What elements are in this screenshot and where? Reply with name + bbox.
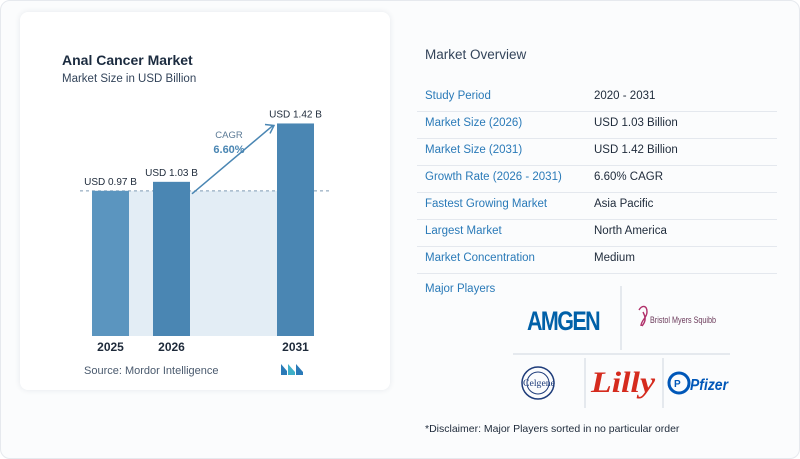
overview-row-growth-rate: Growth Rate (2026 - 2031) 6.60% CAGR — [417, 166, 777, 193]
cagr-label: CAGR — [215, 130, 243, 141]
major-players-logos: AMGEN Bristol Myers Squibb Celgene Lilly… — [513, 286, 730, 408]
major-players-title: Major Players — [425, 283, 496, 295]
pfizer-logo: P Pfizer — [667, 371, 729, 395]
overview-value: 2020 - 2031 — [594, 90, 656, 102]
bar-2026 — [153, 181, 190, 336]
source-text: Source: Mordor Intelligence — [84, 365, 219, 377]
overview-label: Study Period — [425, 90, 491, 102]
lilly-logo: Lilly — [590, 366, 656, 399]
bar-chart: USD 0.97 B 2025 USD 1.03 B 2026 USD 1.42 B 20… — [80, 109, 330, 354]
overview-value: Medium — [594, 252, 635, 264]
overview-label: Market Size (2026) — [425, 117, 523, 129]
overview-value: North America — [594, 225, 667, 237]
category-label-2026: 2026 — [158, 340, 185, 354]
chart-title: Anal Cancer Market — [62, 52, 193, 68]
overview-row-market-concentration: Market Concentration Medium — [417, 247, 777, 274]
overview-row-largest-market: Largest Market North America — [417, 220, 777, 247]
overview-label: Growth Rate (2026 - 2031) — [425, 171, 562, 183]
svg-text:AMGEN: AMGEN — [527, 306, 599, 336]
overview-value: USD 1.03 Billion — [594, 117, 678, 129]
cagr-arrow-head-icon — [264, 123, 276, 134]
category-label-2025: 2025 — [97, 340, 124, 354]
bar-value-label-2026: USD 1.03 B — [145, 168, 198, 179]
overview-row-market-size-2026: Market Size (2026) USD 1.03 Billion — [417, 112, 777, 139]
bar-value-label-2031: USD 1.42 B — [269, 109, 322, 120]
market-overview-title: Market Overview — [425, 47, 527, 62]
cagr-value: 6.60% — [213, 144, 244, 156]
overview-value: Asia Pacific — [594, 198, 654, 210]
overview-row-fastest-growing-market: Fastest Growing Market Asia Pacific — [417, 193, 777, 220]
overview-row-market-size-2031: Market Size (2031) USD 1.42 Billion — [417, 139, 777, 166]
bar-value-label-2025: USD 0.97 B — [84, 177, 137, 188]
svg-text:Celgene: Celgene — [523, 378, 555, 388]
bar-2031 — [277, 123, 314, 336]
disclaimer-text: *Disclaimer: Major Players sorted in no … — [425, 423, 680, 435]
overview-label: Market Size (2031) — [425, 144, 523, 156]
svg-text:Lilly: Lilly — [590, 366, 656, 399]
overview-label: Market Concentration — [425, 252, 535, 264]
overview-label: Fastest Growing Market — [425, 198, 548, 210]
amgen-logo: AMGEN — [527, 306, 601, 336]
mordor-intelligence-logo-icon — [281, 364, 303, 375]
overview-value: 6.60% CAGR — [594, 171, 664, 183]
overview-value: USD 1.42 Billion — [594, 144, 678, 156]
bar-2025 — [92, 190, 129, 336]
overview-label: Largest Market — [425, 225, 502, 237]
celgene-logo: Celgene — [521, 366, 555, 400]
chart-subtitle: Market Size in USD Billion — [62, 73, 197, 85]
svg-text:P: P — [674, 379, 681, 390]
category-label-2031: 2031 — [282, 340, 309, 354]
bristol-myers-squibb-logo: Bristol Myers Squibb — [638, 305, 716, 327]
overview-row-study-period: Study Period 2020 - 2031 — [417, 85, 777, 112]
svg-text:Bristol Myers Squibb: Bristol Myers Squibb — [650, 315, 716, 325]
cagr-arrow-line — [191, 124, 274, 195]
svg-text:Pfizer: Pfizer — [690, 377, 729, 394]
